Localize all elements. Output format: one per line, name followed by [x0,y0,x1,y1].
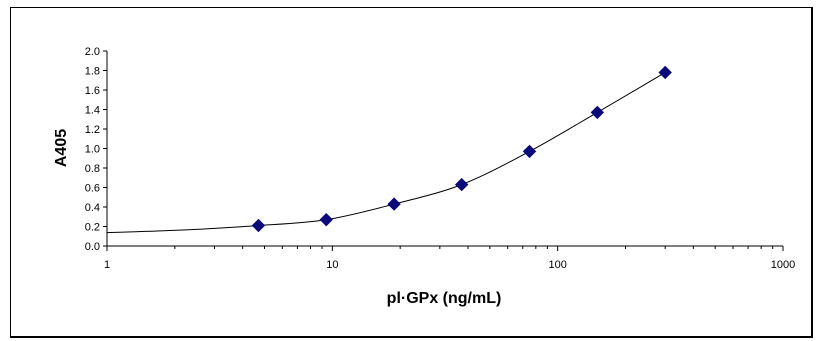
data-points [251,65,672,233]
x-tick-label: 1 [104,259,110,271]
y-tick-label: 0.0 [85,241,100,253]
x-axis-title: pl·GPx (ng/mL) [387,290,502,307]
y-tick-label: 0.8 [85,163,100,175]
y-tick-label: 0.6 [85,183,100,195]
y-tick-label: 2.0 [85,46,100,58]
y-axis-title: A405 [53,129,70,167]
x-axis-ticks: 1 10 100 1000 [104,246,795,271]
y-tick-label: 0.2 [85,222,100,234]
y-tick-label: 0.4 [85,202,100,214]
chart-frame [10,7,813,338]
data-point-marker [658,65,672,80]
x-tick-label: 100 [548,259,566,271]
data-point-marker [251,218,266,233]
fit-curve [106,71,666,234]
data-point-marker [319,212,333,227]
data-point-marker [387,197,401,211]
y-tick-label: 1.2 [85,124,100,136]
y-tick-label: 1.8 [85,66,100,78]
data-point-marker [454,177,469,192]
x-tick-label: 1000 [771,259,795,271]
y-tick-label: 1.6 [85,85,100,97]
data-point-marker [522,144,537,159]
y-axis-ticks: 0.0 0.2 0.4 0.6 0.8 1.0 1.2 1.4 1.6 1.8 2.0 [85,46,107,253]
x-tick-label: 10 [326,259,338,271]
y-tick-label: 1.0 [85,144,100,156]
y-tick-label: 1.4 [85,105,100,117]
data-point-marker [590,105,605,120]
